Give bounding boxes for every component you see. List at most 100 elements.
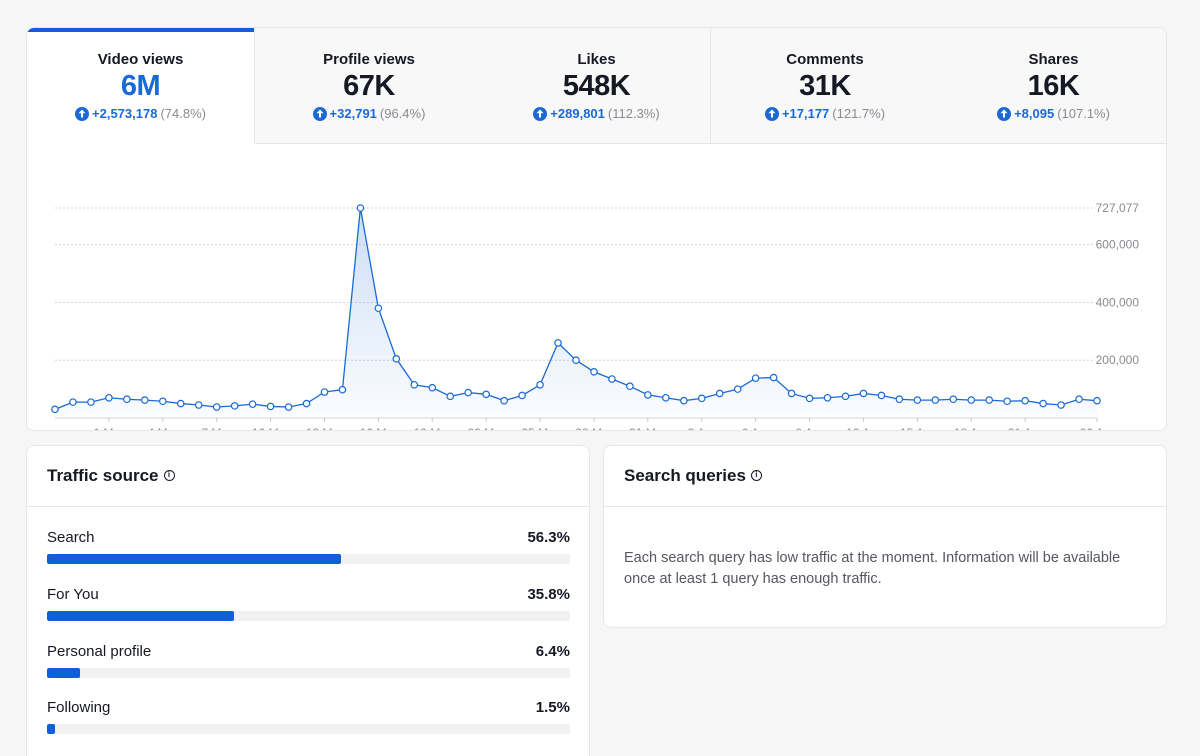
tab-likes[interactable]: Likes 548K +289,801 (112.3%) — [483, 28, 711, 144]
x-tick-label: 21 Apr — [1008, 426, 1043, 431]
data-point[interactable] — [733, 385, 742, 393]
data-point[interactable] — [536, 380, 544, 389]
data-point[interactable] — [608, 375, 616, 383]
tab-label: Likes — [577, 51, 616, 68]
info-icon[interactable]: i — [750, 469, 762, 481]
tab-delta: +2,573,178 (74.8%) — [27, 106, 254, 121]
data-point[interactable] — [374, 304, 383, 313]
data-point[interactable] — [194, 401, 203, 409]
arrow-up-icon — [997, 106, 1012, 121]
traffic-row-following: Following 1.5% — [47, 699, 570, 739]
data-point[interactable] — [805, 394, 814, 403]
data-point[interactable] — [392, 354, 401, 363]
data-point[interactable] — [141, 396, 149, 404]
traffic-source-name: Personal profile — [47, 643, 152, 660]
data-point[interactable] — [787, 389, 796, 398]
x-tick-label: 4 Mar — [147, 426, 178, 431]
data-point[interactable] — [662, 393, 670, 402]
data-point[interactable] — [554, 339, 562, 347]
data-point[interactable] — [320, 388, 329, 396]
data-point[interactable] — [464, 388, 473, 397]
x-tick-label: 16 Mar — [360, 426, 397, 431]
arrow-up-icon — [75, 106, 90, 121]
search-queries-empty-message: Each search query has low traffic at the… — [624, 550, 1121, 587]
data-point[interactable] — [715, 389, 724, 398]
traffic-source-name: For You — [47, 586, 99, 603]
data-point[interactable] — [841, 392, 850, 401]
data-point[interactable] — [967, 396, 976, 404]
data-point[interactable] — [769, 373, 778, 382]
data-point[interactable] — [105, 393, 113, 402]
data-point[interactable] — [877, 391, 886, 400]
x-tick-label: 1 Mar — [94, 426, 125, 431]
data-point[interactable] — [931, 396, 940, 404]
data-point[interactable] — [697, 394, 706, 403]
data-point[interactable] — [751, 374, 760, 382]
data-point[interactable] — [913, 396, 922, 404]
data-point[interactable] — [1093, 396, 1101, 405]
y-tick-label: 400,000 — [1096, 295, 1140, 309]
data-point[interactable] — [482, 390, 490, 399]
data-point[interactable] — [87, 398, 95, 406]
tab-label: Video views — [97, 51, 184, 68]
delta-absolute: +32,791 — [329, 106, 377, 121]
data-point[interactable] — [302, 399, 311, 408]
video-views-chart[interactable]: 200,000 400,000 600,000 727,077 1 Mar 4 Mar 7… — [27, 144, 1166, 431]
data-point[interactable] — [284, 403, 293, 411]
data-point[interactable] — [679, 396, 688, 405]
data-point[interactable] — [123, 395, 131, 404]
data-point[interactable] — [446, 392, 455, 401]
tab-comments[interactable]: Comments 31K +17,177 (121.7%) — [711, 28, 939, 144]
data-point[interactable] — [949, 395, 958, 404]
data-point[interactable] — [572, 356, 580, 365]
data-point[interactable] — [248, 400, 257, 408]
data-point[interactable] — [985, 396, 994, 404]
search-queries-title: Search queries — [624, 466, 746, 485]
x-tick-label: 12 Apr — [846, 426, 881, 431]
data-point[interactable] — [518, 391, 526, 400]
data-point[interactable] — [212, 403, 221, 411]
data-point[interactable] — [823, 393, 832, 402]
data-point[interactable] — [500, 396, 508, 405]
x-tick-label: 6 Apr — [742, 426, 770, 431]
data-point[interactable] — [428, 383, 437, 392]
data-point[interactable] — [1021, 396, 1029, 405]
data-point[interactable] — [266, 402, 275, 411]
data-point[interactable] — [1003, 397, 1011, 406]
metric-tabs: Video views 6M +2,573,178 (74.8%) Profil… — [27, 28, 1166, 144]
data-point[interactable] — [230, 402, 239, 410]
data-point[interactable] — [1057, 401, 1065, 409]
progress-fill — [47, 611, 235, 621]
traffic-source-name: Search — [47, 529, 95, 546]
data-point[interactable] — [356, 204, 365, 212]
x-tick-label: 25 Mar — [521, 426, 558, 431]
data-point[interactable] — [626, 382, 634, 391]
tab-profile-views[interactable]: Profile views 67K +32,791 (96.4%) — [255, 28, 483, 144]
data-point[interactable] — [1039, 399, 1047, 408]
tab-delta: +289,801 (112.3%) — [483, 106, 710, 121]
traffic-source-percent: 6.4% — [535, 643, 570, 660]
traffic-source-title: Traffic source — [47, 466, 159, 485]
traffic-source-header: Traffic source i — [27, 446, 589, 507]
data-point[interactable] — [51, 405, 59, 414]
x-tick-label: 3 Apr — [688, 426, 716, 431]
data-point[interactable] — [590, 367, 598, 376]
search-queries-card: Search queries i Each search query has l… — [603, 445, 1167, 628]
data-point[interactable] — [859, 389, 868, 398]
data-point[interactable] — [158, 397, 167, 406]
arrow-up-icon — [764, 106, 779, 121]
data-point[interactable] — [176, 399, 185, 408]
data-point[interactable] — [895, 395, 904, 404]
tab-value: 6M — [120, 70, 161, 102]
x-tick-label: 19 Mar — [414, 426, 451, 431]
data-point[interactable] — [410, 380, 419, 389]
tab-shares[interactable]: Shares 16K +8,095 (107.1%) — [939, 28, 1166, 144]
info-icon[interactable]: i — [163, 469, 175, 481]
data-point[interactable] — [644, 391, 652, 399]
traffic-row-search: Search 56.3% — [47, 529, 570, 569]
data-point[interactable] — [1075, 395, 1083, 404]
tab-video-views[interactable]: Video views 6M +2,573,178 (74.8%) — [27, 28, 255, 144]
data-point[interactable] — [69, 398, 77, 406]
delta-percent: (107.1%) — [1057, 106, 1110, 121]
data-point[interactable] — [338, 385, 347, 394]
